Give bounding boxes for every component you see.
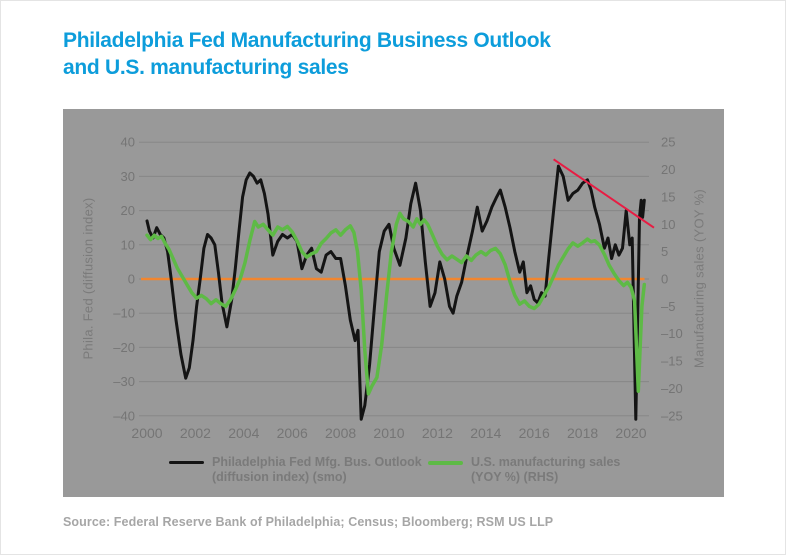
left-axis-tick-label: –20 xyxy=(113,340,135,355)
left-axis-tick-label: 40 xyxy=(121,135,135,150)
phila-fed-line xyxy=(145,164,646,421)
legend-label-line: U.S. manufacturing sales xyxy=(471,455,621,469)
page-title: Philadelphia Fed Manufacturing Business … xyxy=(63,27,551,81)
title-line-1: Philadelphia Fed Manufacturing Business … xyxy=(63,29,551,52)
legend-label-line: (diffusion index) (smo) xyxy=(212,470,347,484)
left-axis-tick-label: 0 xyxy=(128,272,135,287)
x-axis-tick-label: 2016 xyxy=(519,425,550,441)
x-axis-tick-label: 2010 xyxy=(373,425,404,441)
left-axis-tick-label: 30 xyxy=(121,169,135,184)
mfg-sales-line xyxy=(145,211,647,396)
phila-fed-legend-label: Philadelphia Fed Mfg. Bus. Outlook (diff… xyxy=(212,455,422,485)
legend-item-mfg-sales: U.S. manufacturing sales (YOY %) (RHS) xyxy=(428,455,620,485)
right-axis-tick-label: 15 xyxy=(661,189,675,204)
dual-axis-line-chart: 403020100–10–20–30–402520151050–5–10–15–… xyxy=(113,135,683,441)
right-axis-tick-label: –5 xyxy=(661,299,675,314)
right-axis-tick-label: –25 xyxy=(661,408,683,423)
x-axis-tick-label: 2006 xyxy=(277,425,308,441)
right-axis-tick-label: 5 xyxy=(661,244,668,259)
title-line-2: and U.S. manufacturing sales xyxy=(63,56,349,79)
x-axis-tick-label: 2004 xyxy=(228,425,259,441)
right-axis-tick-label: 20 xyxy=(661,162,675,177)
right-axis-tick-label: –20 xyxy=(661,381,683,396)
left-axis-tick-label: –10 xyxy=(113,306,135,321)
legend-item-phila-fed: Philadelphia Fed Mfg. Bus. Outlook (diff… xyxy=(169,455,422,485)
left-axis-tick-label: –30 xyxy=(113,374,135,389)
legend-label-line: (YOY %) (RHS) xyxy=(471,470,559,484)
mfg-sales-legend-label: U.S. manufacturing sales (YOY %) (RHS) xyxy=(471,455,620,485)
right-axis-tick-label: 0 xyxy=(661,272,668,287)
left-axis-title: Phila. Fed (diffusion index) xyxy=(80,197,96,360)
x-axis-tick-label: 2002 xyxy=(180,425,211,441)
left-axis-tick-label: 20 xyxy=(121,203,135,218)
x-axis-tick-label: 2008 xyxy=(325,425,356,441)
trend-line xyxy=(553,158,655,229)
right-axis-tick-label: 25 xyxy=(661,135,675,150)
left-axis-tick-label: –40 xyxy=(113,408,135,423)
right-axis-tick-label: –10 xyxy=(661,326,683,341)
phila-fed-line-swatch xyxy=(169,461,204,464)
x-axis-tick-label: 2020 xyxy=(615,425,646,441)
right-axis-tick-label: 10 xyxy=(661,217,675,232)
x-axis-tick-label: 2012 xyxy=(422,425,453,441)
legend-label-line: Philadelphia Fed Mfg. Bus. Outlook xyxy=(212,455,422,469)
x-axis-tick-label: 2014 xyxy=(470,425,501,441)
mfg-sales-line-swatch xyxy=(428,461,463,465)
chart-panel: 40 30 20 10 0 –10 –20 –30 –40 25 20 15 10 5 0 –5 –10 –15–… xyxy=(63,109,724,497)
x-axis-tick-label: 2018 xyxy=(567,425,598,441)
left-axis-tick-label: 10 xyxy=(121,237,135,252)
x-axis-tick-label: 2000 xyxy=(131,425,162,441)
right-axis-tick-label: –15 xyxy=(661,354,683,369)
source-note: Source: Federal Reserve Bank of Philadel… xyxy=(63,515,554,529)
right-axis-title: Manufacturing sales (YOY %) xyxy=(691,188,707,369)
